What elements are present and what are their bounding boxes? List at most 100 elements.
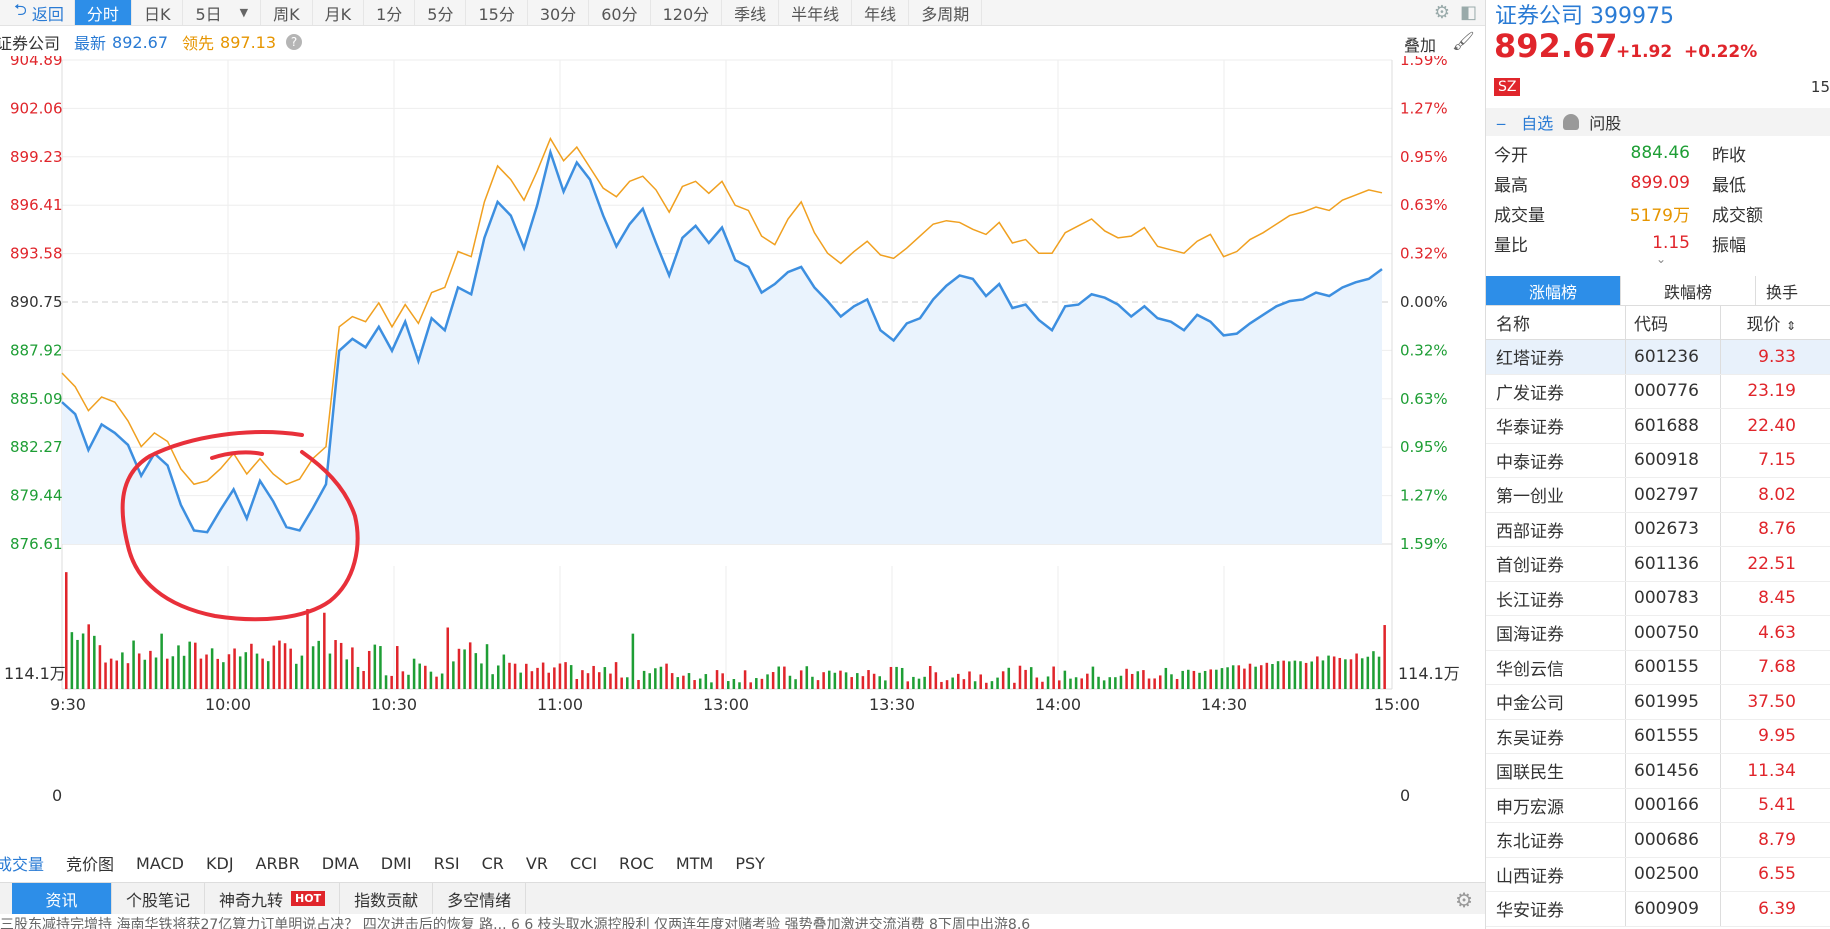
tab-5min[interactable]: 5分 (415, 0, 467, 25)
list-item[interactable]: 中金公司 601995 37.50 (1486, 685, 1830, 720)
ind-tab-macd[interactable]: MACD (136, 853, 184, 873)
watchlist-button[interactable]: ‒ 自选 (1496, 114, 1554, 133)
ind-tab-dma[interactable]: DMA (321, 853, 359, 873)
list-item[interactable]: 西部证券 002673 8.76 (1486, 512, 1830, 547)
ind-tab-arbr[interactable]: ARBR (255, 853, 300, 873)
ind-tab-mtm[interactable]: MTM (675, 853, 714, 873)
volume-bar (1142, 670, 1145, 689)
tab-weekly-k[interactable]: 周K (261, 0, 313, 25)
tab-timeshare[interactable]: 分时 (74, 0, 132, 25)
ind-tab-cci[interactable]: CCI (569, 853, 598, 873)
time-tick-label: 14:30 (1201, 695, 1247, 714)
list-item[interactable]: 华创云信 600155 7.68 (1486, 650, 1830, 685)
tab-news[interactable]: 资讯 (12, 883, 112, 914)
tab-sentiment[interactable]: 多空情绪 (433, 883, 527, 914)
header-price[interactable]: 现价 ⇕ (1721, 310, 1796, 335)
ind-tab-psy[interactable]: PSY (735, 853, 765, 873)
ind-tab-kdj[interactable]: KDJ (206, 853, 234, 873)
stat-key: 最高 (1494, 175, 1528, 196)
tab-daily-k[interactable]: 日K (132, 0, 184, 25)
brush-icon[interactable]: 🖌 (1452, 31, 1475, 52)
tab-quarter[interactable]: 季线 (722, 0, 780, 25)
tab-magic-nine[interactable]: 神奇九转 HOT (205, 883, 341, 914)
ind-tab-rsi[interactable]: RSI (433, 853, 460, 873)
tab-1min[interactable]: 1分 (364, 0, 416, 25)
list-item[interactable]: 首创证券 601136 22.51 (1486, 547, 1830, 582)
volume-bar (760, 678, 764, 689)
tab-year[interactable]: 年线 (852, 0, 910, 25)
y-pct-label: 1.59% (1400, 56, 1448, 69)
list-item[interactable]: 国海证券 000750 4.63 (1486, 616, 1830, 651)
ind-tab-volume[interactable]: 成交量 (0, 855, 45, 874)
list-item[interactable]: 申万宏源 000166 5.41 (1486, 788, 1830, 823)
volume-bar (811, 676, 814, 689)
stock-price: 4.63 (1758, 622, 1796, 643)
tab-monthly-k[interactable]: 月K (313, 0, 365, 25)
stock-code: 002500 (1626, 857, 1721, 891)
stock-code: 601995 (1626, 685, 1721, 719)
hot-badge: HOT (291, 891, 326, 906)
expand-chevron-icon[interactable]: ⌄ (1656, 252, 1667, 266)
volume-bar (1349, 659, 1353, 689)
tab-60min[interactable]: 60分 (589, 0, 651, 25)
back-button[interactable]: ⮌ 返回 (0, 0, 75, 25)
ind-tab-dmi[interactable]: DMI (380, 853, 412, 873)
list-item[interactable]: 第一创业 002797 8.02 (1486, 478, 1830, 513)
volume-bar (569, 665, 573, 689)
volume-bar (295, 663, 298, 689)
volume-bar (928, 666, 932, 689)
ind-tab-auction[interactable]: 竞价图 (66, 855, 115, 874)
volume-bar (199, 658, 203, 689)
volume-bar (463, 649, 466, 689)
list-item[interactable]: 国联民生 601456 11.34 (1486, 754, 1830, 789)
list-item[interactable]: 红塔证券 601236 9.33 (1486, 340, 1830, 375)
volume-bar (575, 678, 579, 689)
header-name[interactable]: 名称 (1486, 306, 1626, 339)
settings-gear-icon[interactable]: ⚙ (1455, 888, 1473, 912)
bell-icon[interactable] (1563, 114, 1580, 130)
ask-stock-button[interactable]: 问股 (1589, 114, 1622, 133)
volume-bar (1231, 665, 1235, 689)
header-code[interactable]: 代码 (1626, 306, 1721, 339)
tab-15min[interactable]: 15分 (466, 0, 528, 25)
timeshare-chart[interactable]: 904.89 902.06 899.23 896.41 893.58 890.75 887.… (0, 56, 1485, 848)
tab-stock-notes[interactable]: 个股笔记 (112, 883, 206, 914)
panel-toggle-icon[interactable]: ◧ (1459, 2, 1477, 23)
list-item[interactable]: 山西证券 002500 6.55 (1486, 857, 1830, 892)
list-item[interactable]: 长江证券 000783 8.45 (1486, 581, 1830, 616)
tab-losers[interactable]: 跌幅榜 (1621, 276, 1756, 305)
list-item[interactable]: 广发证券 000776 23.19 (1486, 374, 1830, 409)
tab-30min[interactable]: 30分 (528, 0, 590, 25)
list-item[interactable]: 中泰证券 600918 7.15 (1486, 443, 1830, 478)
tab-halfyear[interactable]: 半年线 (779, 0, 853, 25)
stock-price: 6.39 (1758, 898, 1796, 919)
volume-bar (839, 670, 842, 689)
back-label: 返回 (31, 4, 64, 24)
list-item[interactable]: 东吴证券 601555 9.95 (1486, 719, 1830, 754)
gear-icon[interactable]: ⚙ (1433, 2, 1450, 23)
help-icon[interactable]: ? (286, 34, 303, 50)
tab-120min[interactable]: 120分 (651, 0, 723, 25)
news-ticker[interactable]: 三股东减持完增持 海南华铁将获27亿算力订单明说占决？ 四次进击后的恢复 路..… (0, 917, 1031, 929)
volume-bar (440, 673, 444, 689)
tab-index-contribution[interactable]: 指数贡献 (340, 883, 434, 914)
tab-5day[interactable]: 5日 ▼ (183, 0, 262, 25)
list-item[interactable]: 华安证券 600909 6.39 (1486, 892, 1830, 927)
volume-bar (766, 674, 769, 689)
list-item[interactable]: 东北证券 000686 8.79 (1486, 823, 1830, 858)
overlay-button[interactable]: 叠加 (1404, 36, 1437, 55)
y-tick-label: 887.92 (10, 341, 63, 359)
list-item[interactable]: 华泰证券 601688 22.40 (1486, 409, 1830, 444)
volume-bar (1125, 668, 1128, 689)
tab-multi-period[interactable]: 多周期 (909, 0, 983, 25)
stat-key: 量比 (1494, 235, 1528, 256)
quote-line: 证券公司 最新 892.67 领先 897.13 ? (0, 28, 1485, 56)
volume-bar (278, 640, 281, 689)
tab-gainers[interactable]: 涨幅榜 (1486, 276, 1621, 305)
ind-tab-cr[interactable]: CR (481, 853, 504, 873)
volume-bar (480, 663, 483, 689)
tab-turnover[interactable]: 换手 (1756, 276, 1830, 305)
caret-down-icon[interactable]: ▼ (239, 6, 249, 19)
ind-tab-roc[interactable]: ROC (619, 853, 654, 873)
ind-tab-vr[interactable]: VR (525, 853, 548, 873)
